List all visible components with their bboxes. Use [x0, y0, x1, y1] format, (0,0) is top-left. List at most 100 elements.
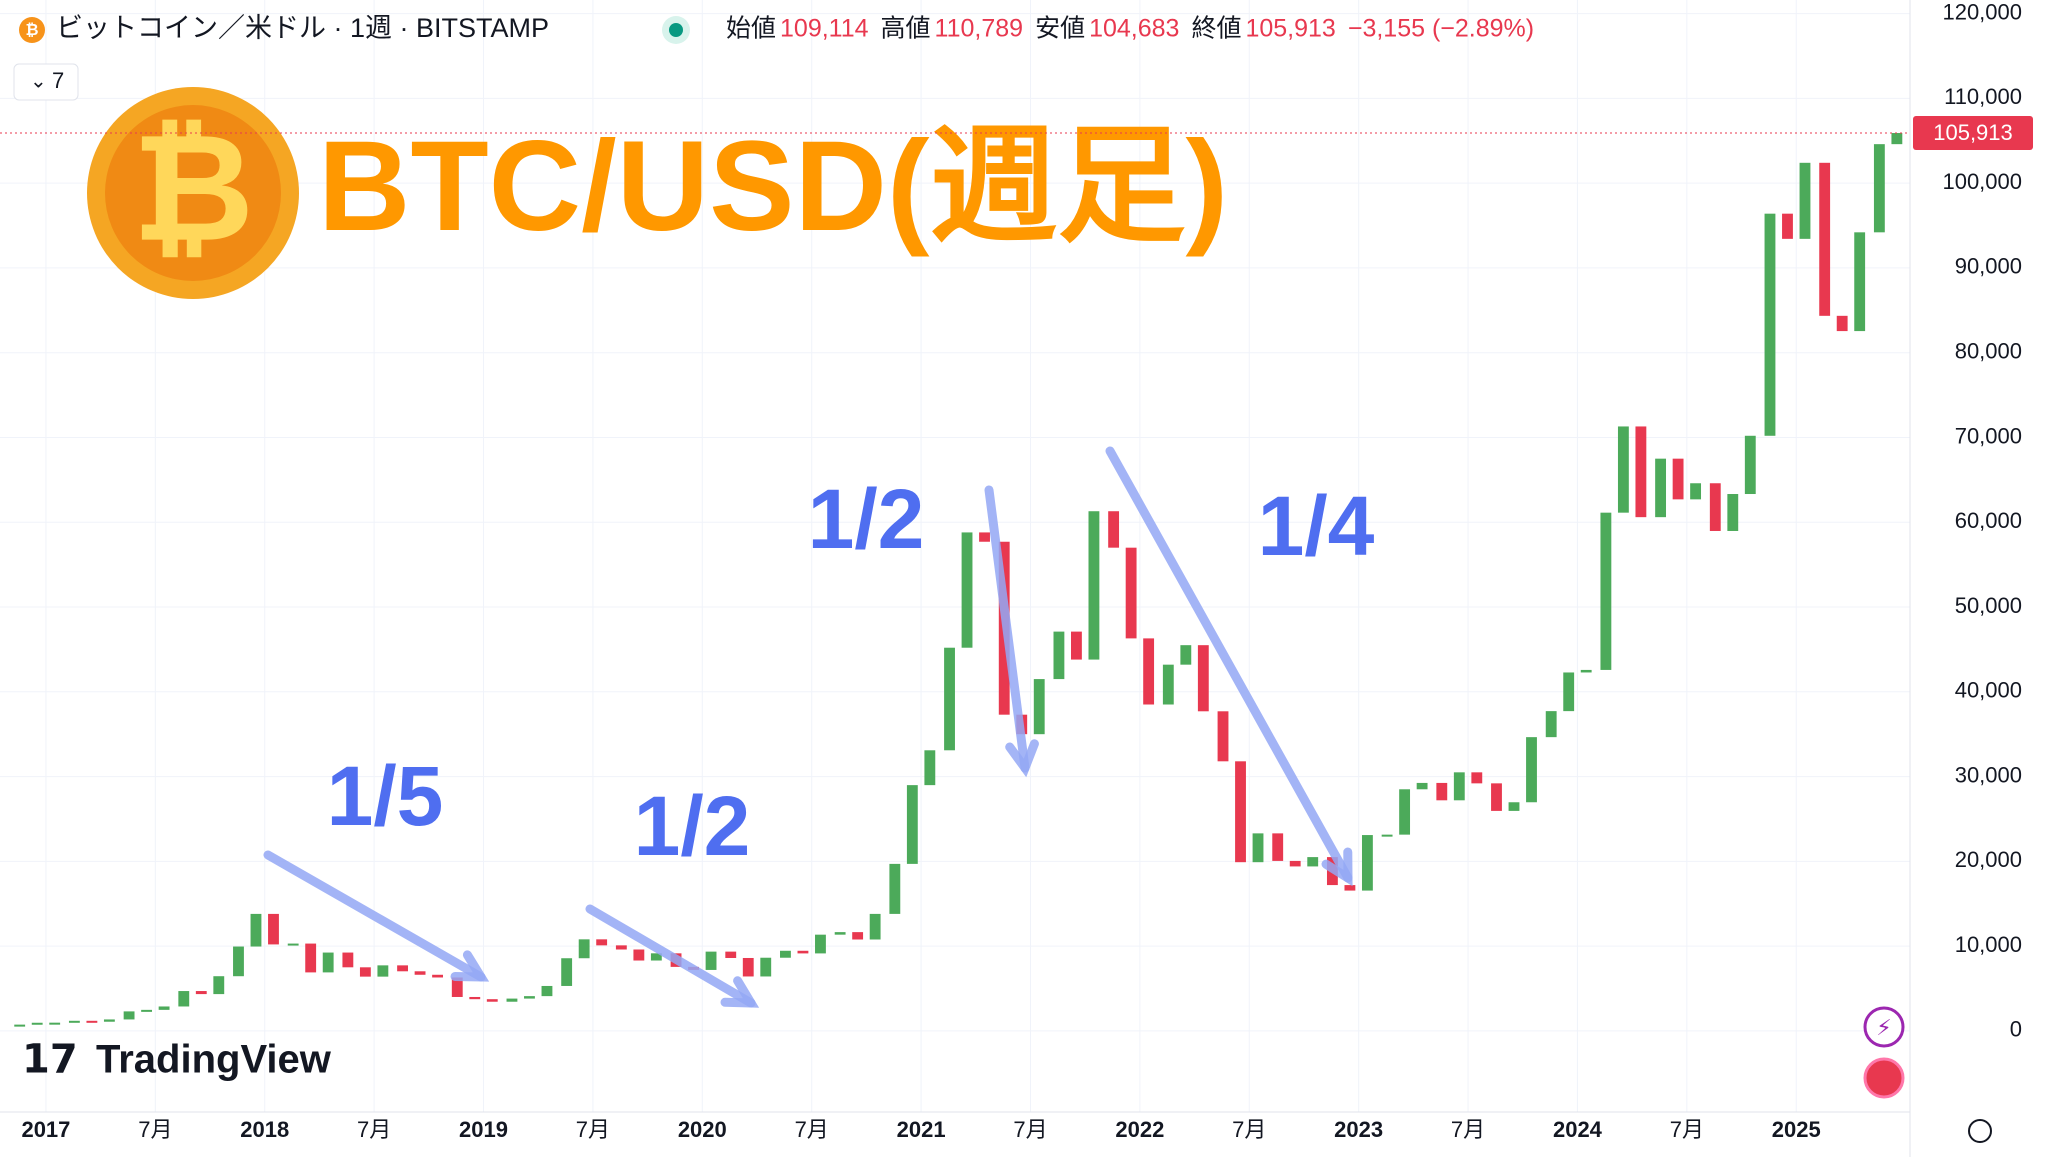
candle — [195, 991, 207, 995]
settings-icon[interactable] — [1968, 1119, 1992, 1143]
candle — [1600, 512, 1612, 670]
y-tick-label: 20,000 — [1955, 847, 2022, 872]
candle — [1197, 645, 1209, 712]
candle — [1436, 782, 1448, 801]
arrow — [585, 904, 756, 1008]
candle — [1217, 711, 1229, 762]
arrow-head — [1321, 847, 1353, 887]
x-tick-label: 7月 — [1670, 1117, 1704, 1142]
x-tick-label: 7月 — [795, 1117, 829, 1142]
candle — [760, 957, 772, 977]
y-tick-label: 80,000 — [1955, 339, 2022, 364]
ohlc-label: 安値 — [1035, 15, 1085, 43]
candle — [1836, 315, 1848, 332]
candle — [815, 934, 826, 954]
x-tick-label: 7月 — [576, 1117, 610, 1142]
candles — [14, 133, 1903, 1027]
candle — [506, 998, 518, 1002]
candle — [86, 1020, 98, 1023]
x-tick-label: 2018 — [240, 1117, 289, 1142]
arrow — [263, 850, 486, 982]
candle — [1053, 631, 1065, 680]
last-price-label: 105,913 — [1933, 120, 2013, 145]
candle — [944, 647, 955, 751]
interval-label[interactable]: 7 — [52, 68, 64, 93]
x-tick-label: 2024 — [1553, 1117, 1603, 1142]
candle — [14, 1024, 26, 1027]
candle — [1819, 162, 1831, 316]
candle — [1854, 232, 1866, 332]
x-tick-label: 2017 — [21, 1117, 70, 1142]
candle — [1125, 547, 1137, 639]
candle — [233, 946, 244, 977]
annotations: 1/5 1/2 1/2 1/4 — [263, 446, 1375, 1008]
candle — [852, 932, 864, 940]
candle — [1764, 213, 1776, 436]
candle — [1471, 772, 1483, 784]
candle — [1799, 162, 1811, 239]
candle — [1453, 772, 1465, 801]
x-tick-label: 7月 — [1232, 1117, 1266, 1142]
candle — [1545, 711, 1557, 738]
x-tick-label: 2021 — [897, 1117, 946, 1142]
brand: TradingView — [96, 1038, 332, 1082]
candle — [377, 965, 389, 977]
interval-button[interactable] — [13, 63, 79, 101]
symbol-icon-glyph: ₿ — [25, 21, 38, 39]
brand-mark: 𝟭𝟳 — [22, 1038, 78, 1082]
candle — [1672, 458, 1684, 500]
x-tick-label: 7月 — [357, 1117, 391, 1142]
grid — [0, 0, 1910, 1112]
candle — [650, 953, 662, 961]
candle — [1399, 789, 1411, 835]
candle — [213, 976, 225, 995]
candle — [1491, 783, 1502, 811]
bitcoin-logo-glyph: ₿ — [132, 104, 254, 272]
ohlc-value: 104,683 — [1089, 15, 1179, 43]
bitcoin-logo — [105, 105, 281, 281]
annotation: 1/2 — [634, 779, 751, 873]
y-tick-label: 30,000 — [1955, 762, 2022, 787]
chevron: ⌄ — [30, 70, 47, 92]
candle — [486, 999, 498, 1002]
candle — [397, 965, 408, 972]
annotation: 1/5 — [327, 749, 444, 843]
candle — [141, 1009, 153, 1012]
candle — [1071, 631, 1082, 660]
candle — [1727, 494, 1739, 531]
candle — [451, 977, 463, 997]
x-tick-label: 2019 — [459, 1117, 508, 1142]
candle — [1088, 511, 1100, 660]
x-tick-label: 2020 — [678, 1117, 727, 1142]
event-icon[interactable] — [1863, 1006, 1905, 1048]
arrow — [984, 485, 1030, 773]
candle — [68, 1020, 80, 1023]
candle — [1252, 833, 1264, 863]
main-title: BTC/USD(週足) — [318, 115, 1228, 258]
arrow — [1105, 446, 1353, 883]
candle — [1891, 133, 1903, 145]
candle — [725, 951, 737, 958]
candle — [924, 750, 936, 786]
candle — [1690, 483, 1702, 500]
candle — [31, 1022, 43, 1025]
candle — [1361, 835, 1373, 891]
ohlc-value: 110,789 — [935, 15, 1024, 43]
candle — [1563, 672, 1575, 712]
candle — [469, 996, 481, 1000]
candle — [287, 943, 299, 946]
candle — [1235, 761, 1246, 863]
economy-icon[interactable] — [1863, 1057, 1905, 1099]
y-tick-label: 50,000 — [1955, 593, 2022, 618]
change: −3,155 (−2.89%) — [1348, 15, 1534, 43]
ohlc-header: 始値 109,114 高値 110,789 安値 104,683 終値 105,913 −3,1… — [726, 15, 1534, 43]
candle — [268, 913, 279, 945]
candle — [1307, 857, 1319, 867]
candle — [889, 863, 901, 914]
x-tick-label: 2023 — [1334, 1117, 1383, 1142]
candle — [1508, 802, 1520, 811]
x-tick-label: 7月 — [1451, 1117, 1485, 1142]
candle — [1180, 645, 1192, 665]
